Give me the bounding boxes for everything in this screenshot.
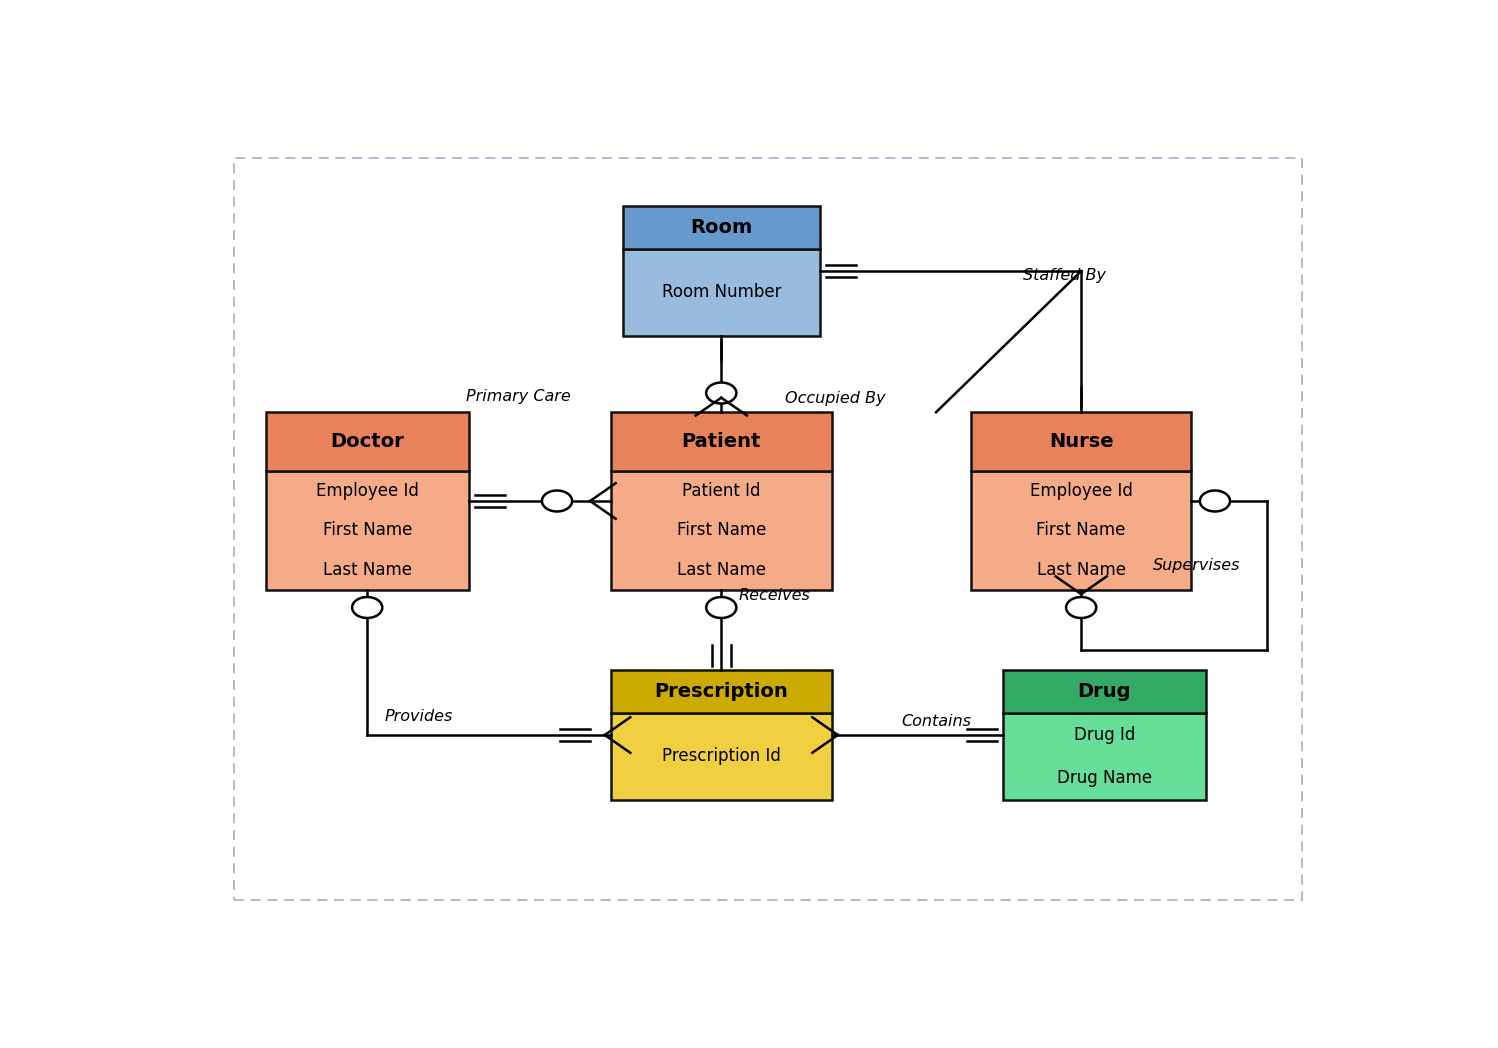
- FancyBboxPatch shape: [971, 471, 1191, 590]
- Text: Last Name: Last Name: [677, 561, 765, 578]
- Circle shape: [706, 383, 737, 403]
- FancyBboxPatch shape: [265, 471, 469, 590]
- Text: Primary Care: Primary Care: [466, 389, 571, 405]
- Circle shape: [1200, 490, 1230, 511]
- Text: Contains: Contains: [902, 714, 971, 728]
- Text: Doctor: Doctor: [331, 432, 404, 451]
- Text: Drug Id: Drug Id: [1074, 725, 1135, 744]
- Text: Employee Id: Employee Id: [1029, 482, 1132, 500]
- Text: Staffed By: Staffed By: [1023, 267, 1106, 283]
- Text: Drug: Drug: [1077, 682, 1131, 701]
- Text: First Name: First Name: [677, 521, 765, 540]
- Text: Patient: Patient: [682, 432, 761, 451]
- FancyBboxPatch shape: [611, 713, 831, 800]
- FancyBboxPatch shape: [611, 671, 831, 713]
- Text: Last Name: Last Name: [1037, 561, 1125, 578]
- Text: Last Name: Last Name: [322, 561, 412, 578]
- Text: Occupied By: Occupied By: [785, 391, 885, 406]
- Text: First Name: First Name: [322, 521, 412, 540]
- FancyBboxPatch shape: [265, 412, 469, 471]
- Text: Provides: Provides: [385, 708, 452, 724]
- Text: Receives: Receives: [739, 588, 810, 603]
- FancyBboxPatch shape: [611, 471, 831, 590]
- Circle shape: [1067, 597, 1097, 618]
- Text: Nurse: Nurse: [1049, 432, 1113, 451]
- Text: Employee Id: Employee Id: [316, 482, 418, 500]
- Circle shape: [542, 490, 572, 511]
- Text: Patient Id: Patient Id: [682, 482, 761, 500]
- Text: Supervises: Supervises: [1153, 558, 1240, 573]
- Text: Room: Room: [691, 218, 752, 237]
- Circle shape: [706, 597, 737, 618]
- Text: First Name: First Name: [1037, 521, 1126, 540]
- Text: Prescription Id: Prescription Id: [662, 747, 780, 765]
- Text: Drug Name: Drug Name: [1056, 769, 1152, 787]
- FancyBboxPatch shape: [1002, 713, 1206, 800]
- Text: Prescription: Prescription: [655, 682, 788, 701]
- FancyBboxPatch shape: [623, 249, 819, 335]
- FancyBboxPatch shape: [1002, 671, 1206, 713]
- FancyBboxPatch shape: [623, 206, 819, 249]
- FancyBboxPatch shape: [611, 412, 831, 471]
- Text: Room Number: Room Number: [662, 283, 780, 302]
- FancyBboxPatch shape: [971, 412, 1191, 471]
- Circle shape: [352, 597, 382, 618]
